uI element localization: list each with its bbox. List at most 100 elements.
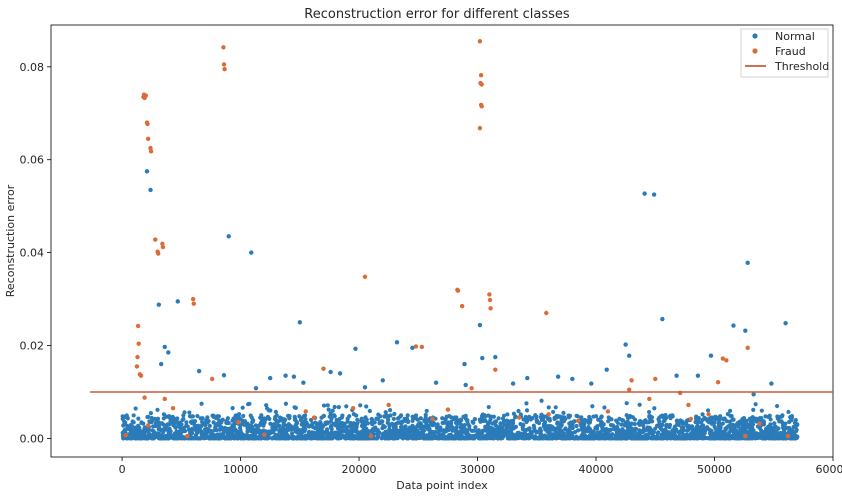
normal-point (165, 435, 170, 441)
normal-point (729, 423, 734, 428)
normal-point (178, 431, 183, 436)
normal-point (280, 436, 285, 441)
fraud-point (153, 237, 158, 242)
normal-point (697, 425, 702, 430)
normal-point (347, 414, 352, 419)
x-tick-label: 30000 (460, 463, 495, 476)
normal-point (253, 386, 259, 391)
normal-point (551, 409, 556, 415)
normal-point (731, 427, 737, 432)
normal-point (142, 426, 147, 432)
normal-point (139, 435, 144, 440)
fraud-point (191, 301, 196, 306)
normal-point (657, 415, 662, 420)
normal-point (795, 422, 800, 427)
normal-point (660, 316, 665, 322)
normal-point (161, 416, 166, 421)
normal-point (139, 420, 144, 425)
normal-point (207, 423, 212, 428)
normal-point (793, 418, 798, 423)
normal-point (240, 421, 245, 426)
normal-point (151, 424, 156, 429)
normal-point (430, 422, 435, 428)
normal-point (783, 421, 788, 426)
fraud-point (455, 288, 461, 293)
normal-point (644, 420, 649, 425)
normal-point (245, 425, 250, 430)
normal-point (505, 431, 510, 436)
normal-point (779, 414, 784, 419)
normal-point (493, 423, 498, 428)
normal-point (211, 420, 216, 425)
normal-point (670, 431, 675, 436)
normal-point (308, 417, 314, 423)
legend-threshold-label: Threshold (774, 60, 829, 73)
normal-point (472, 435, 478, 440)
normal-point (454, 417, 459, 422)
normal-point (504, 424, 509, 429)
normal-point (695, 373, 701, 378)
y-tick-label: 0.06 (20, 154, 45, 167)
normal-point (719, 432, 725, 438)
normal-point (156, 435, 161, 440)
normal-point (787, 419, 792, 425)
normal-point (256, 423, 261, 428)
normal-point (485, 421, 491, 427)
normal-point (318, 429, 323, 434)
normal-point (286, 422, 291, 427)
normal-point (694, 414, 699, 419)
normal-point (589, 432, 594, 437)
normal-point (677, 436, 683, 441)
fraud-point (686, 402, 691, 408)
normal-point (449, 419, 454, 424)
normal-point (743, 328, 748, 333)
normal-point (166, 350, 171, 355)
normal-point (765, 429, 770, 434)
normal-point (358, 403, 363, 408)
normal-point (774, 403, 780, 409)
normal-point (283, 373, 288, 378)
fraud-point (720, 356, 726, 361)
normal-point (604, 367, 609, 372)
normal-point (282, 417, 287, 422)
normal-point (433, 434, 438, 439)
normal-point (524, 401, 529, 406)
normal-point (165, 422, 170, 427)
fraud-point (647, 396, 652, 402)
normal-point (538, 431, 543, 436)
normal-point (443, 429, 448, 434)
fraud-point (148, 145, 153, 151)
normal-point (220, 435, 225, 440)
normal-point (277, 429, 282, 434)
normal-point (229, 432, 235, 437)
normal-point (348, 420, 353, 426)
normal-point (647, 425, 652, 430)
normal-point (555, 420, 560, 425)
normal-point (776, 426, 781, 431)
normal-point (327, 436, 332, 441)
normal-point (354, 427, 359, 432)
normal-point (385, 433, 390, 438)
normal-point (567, 436, 572, 441)
normal-point (223, 435, 228, 440)
fraud-point (785, 433, 791, 439)
normal-point (148, 411, 153, 416)
normal-point (185, 424, 190, 429)
normal-point (771, 425, 776, 430)
normal-point (508, 430, 514, 435)
normal-point (648, 414, 653, 419)
normal-point (587, 428, 592, 433)
normal-point (540, 436, 546, 441)
fraud-point (479, 104, 484, 109)
normal-point (410, 423, 415, 428)
normal-point (376, 412, 381, 417)
normal-point (483, 424, 488, 429)
normal-point (656, 423, 661, 428)
normal-point (649, 436, 654, 441)
normal-point (701, 429, 706, 434)
normal-point (162, 344, 167, 350)
normal-point (478, 434, 483, 439)
fraud-point (222, 66, 227, 72)
normal-point (355, 417, 360, 422)
